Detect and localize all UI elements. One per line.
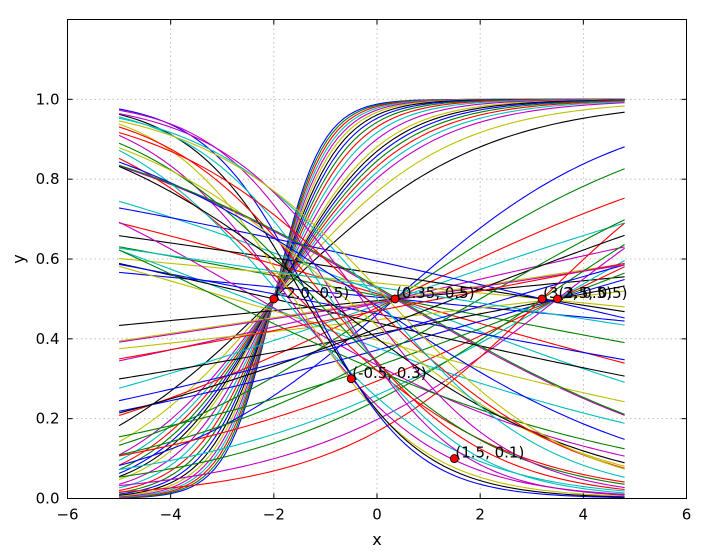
data-point bbox=[553, 294, 562, 304]
series-line bbox=[118, 246, 625, 344]
series-line bbox=[118, 266, 625, 457]
series-line bbox=[118, 161, 625, 440]
x-tick-label: −4 bbox=[160, 506, 182, 524]
series-line bbox=[118, 219, 625, 456]
series-line bbox=[118, 265, 625, 403]
points: (-2.0, 0.5) (0.35, 0.5) (-0.5, 0.3) (1.5, 0… bbox=[269, 284, 628, 463]
series-line bbox=[118, 99, 625, 474]
series-line bbox=[118, 249, 625, 450]
y-tick-label: 0.4 bbox=[36, 330, 60, 348]
series-line bbox=[118, 113, 625, 498]
x-axis-label: x bbox=[372, 530, 381, 549]
y-tick-label: 1.0 bbox=[36, 90, 60, 108]
data-point bbox=[346, 374, 356, 384]
series-line bbox=[119, 276, 625, 326]
series-line bbox=[118, 165, 625, 464]
y-tick-label: 0.8 bbox=[36, 170, 60, 188]
series-line bbox=[118, 262, 625, 360]
series-line bbox=[118, 117, 625, 478]
curves bbox=[118, 98, 625, 499]
point-label: (-0.5, 0.3) bbox=[352, 364, 426, 382]
series-line bbox=[118, 200, 625, 383]
series-line bbox=[118, 99, 625, 485]
series-line bbox=[118, 100, 625, 466]
series-line bbox=[118, 164, 625, 415]
ticks: −6 −4 −2 0 2 4 6 0.0 0.2 0.4 0.6 0.8 1.0 bbox=[36, 19, 692, 524]
point-label: (3.5, 0.5) bbox=[559, 284, 628, 302]
series-line bbox=[118, 264, 625, 343]
data-point bbox=[537, 294, 547, 304]
y-tick-label: 0.0 bbox=[36, 490, 60, 508]
x-tick-label: 0 bbox=[372, 506, 382, 524]
data-point bbox=[449, 454, 459, 463]
y-tick-label: 0.6 bbox=[36, 250, 60, 268]
series-line bbox=[118, 197, 625, 417]
y-tick-label: 0.2 bbox=[36, 410, 60, 428]
series-line bbox=[118, 222, 625, 389]
series-line bbox=[118, 120, 625, 470]
x-tick-label: 2 bbox=[475, 506, 485, 524]
point-label: (0.35, 0.5) bbox=[396, 284, 475, 302]
series-line bbox=[118, 234, 625, 414]
series-line bbox=[118, 113, 625, 489]
series-line bbox=[118, 278, 625, 412]
series-line bbox=[118, 264, 625, 402]
series-line bbox=[118, 108, 625, 499]
x-tick-label: 6 bbox=[682, 506, 692, 524]
series-line bbox=[118, 102, 625, 456]
y-axis-label: y bbox=[9, 254, 28, 263]
series-line bbox=[118, 249, 625, 424]
x-tick-label: −2 bbox=[263, 506, 285, 524]
series-line bbox=[118, 100, 625, 471]
data-point bbox=[269, 294, 279, 304]
x-tick-label: −6 bbox=[56, 506, 78, 524]
series-line bbox=[118, 260, 625, 471]
series-line bbox=[118, 168, 625, 446]
data-point bbox=[390, 294, 400, 304]
series-line bbox=[118, 146, 625, 467]
x-tick-label: 4 bbox=[579, 506, 589, 524]
series-line bbox=[118, 109, 625, 496]
series-line bbox=[118, 105, 625, 443]
point-label: (-2.0, 0.5) bbox=[275, 284, 349, 302]
series-line bbox=[119, 247, 625, 326]
point-label: (1.5, 0.1) bbox=[455, 444, 524, 462]
